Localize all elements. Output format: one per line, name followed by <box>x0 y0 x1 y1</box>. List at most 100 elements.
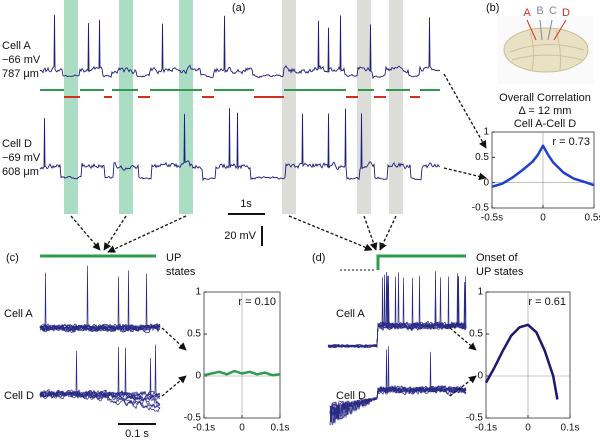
y-tick-label: 0.5 <box>469 329 483 340</box>
panel-label: (d) <box>312 252 325 264</box>
cell-depth: 787 μm <box>2 68 39 80</box>
electrode-label: B <box>536 5 543 17</box>
cell-label: Cell D <box>2 138 32 150</box>
x-tick-label: 0.1s <box>271 423 290 434</box>
arrows <box>70 73 487 397</box>
electrode-label: C <box>549 5 557 17</box>
brain <box>503 27 589 73</box>
y-tick-label: 0.5 <box>187 329 201 340</box>
marker-label: Onset of <box>476 252 519 264</box>
arrow <box>161 327 187 351</box>
voltage-trace <box>39 389 161 410</box>
onset-band <box>389 0 403 214</box>
arrow <box>379 215 397 251</box>
panel-label: (a) <box>232 2 245 14</box>
voltage-trace <box>39 108 441 182</box>
onset-band <box>282 0 296 214</box>
y-tick-label: 1 <box>195 287 201 298</box>
x-tick-label: 0 <box>239 423 245 434</box>
voltage-trace <box>39 344 161 401</box>
voltage-trace <box>39 265 161 333</box>
x-tick-label: 0 <box>540 213 546 224</box>
arrow <box>107 215 187 253</box>
panel-label: (c) <box>6 252 19 264</box>
voltage-trace <box>39 389 161 413</box>
electrode <box>553 19 567 41</box>
marker-label: UP <box>166 252 181 264</box>
correlation-line <box>203 369 281 377</box>
y-tick-label: -0.5 <box>466 413 484 424</box>
marker-label: states <box>166 266 196 278</box>
up-band <box>64 0 78 214</box>
voltage-trace <box>329 349 467 414</box>
arrow <box>70 215 101 251</box>
y-tick-label: 1 <box>477 287 483 298</box>
onset-band <box>357 0 371 214</box>
chart-subtitle: Δ = 12 mm <box>519 105 572 117</box>
correlation-annotation: r = 0.73 <box>552 136 590 148</box>
cell-potential: −69 mV <box>2 152 41 164</box>
panel-label: (b) <box>486 2 499 14</box>
y-tick-label: 0.5 <box>475 152 489 163</box>
arrow <box>363 215 378 251</box>
y-tick-label: -0.5 <box>472 203 490 214</box>
voltage-trace <box>39 323 161 333</box>
cell-label: Cell D <box>336 390 366 402</box>
arrow <box>443 167 487 181</box>
voltage-trace <box>329 385 467 423</box>
x-tick-label: -0.1s <box>475 423 497 434</box>
electrode-label: A <box>523 7 531 19</box>
arrow <box>449 327 477 351</box>
arrow <box>449 375 477 397</box>
time-scale-label: 1s <box>240 198 252 210</box>
arrow <box>103 215 127 251</box>
up-band <box>179 0 193 214</box>
voltage-trace <box>40 14 441 80</box>
chart-title: Overall Correlation <box>499 92 591 104</box>
up-band <box>119 0 133 214</box>
voltage-scale-label: 20 mV <box>224 230 256 242</box>
electrode <box>547 19 553 41</box>
y-tick-label: 0 <box>195 371 201 382</box>
highlight-bands <box>64 0 403 214</box>
arrow <box>161 375 187 397</box>
correlation-line <box>484 323 559 400</box>
y-tick-label: -0.5 <box>184 413 202 424</box>
y-tick-label: 1 <box>483 127 489 138</box>
correlation-annotation: r = 0.61 <box>528 296 566 308</box>
brain-folds <box>509 29 585 71</box>
x-tick-label: -0.5s <box>481 213 503 224</box>
correlation-annotation: r = 0.10 <box>238 296 276 308</box>
arrow <box>288 215 373 251</box>
time-scale-label: 0.1 s <box>125 428 149 440</box>
marker-label: UP states <box>476 266 524 278</box>
voltage-trace <box>39 270 161 334</box>
voltage-trace <box>39 389 161 400</box>
electrode <box>539 19 543 41</box>
traces <box>39 14 467 426</box>
correlation-line <box>491 144 595 188</box>
electrode <box>526 19 537 41</box>
voltage-trace <box>39 272 161 333</box>
voltage-trace <box>327 276 467 348</box>
voltage-trace <box>329 346 466 414</box>
cell-label: Cell A <box>2 40 31 52</box>
x-tick-label: 0.1s <box>561 423 580 434</box>
brain-photo: A B C D <box>498 5 594 84</box>
y-tick-label: 0 <box>477 371 483 382</box>
voltage-trace <box>39 323 161 333</box>
x-tick-label: 0 <box>525 423 531 434</box>
x-tick-label: -0.1s <box>193 423 215 434</box>
cell-label: Cell A <box>336 308 365 320</box>
cell-potential: −66 mV <box>2 54 41 66</box>
y-tick-label: 0 <box>483 177 489 188</box>
x-tick-label: 0.5s <box>585 213 600 224</box>
electrode-label: D <box>562 7 570 19</box>
chart-subtitle: Cell A-Cell D <box>514 118 576 130</box>
cell-label: Cell D <box>4 390 34 402</box>
cell-label: Cell A <box>4 308 33 320</box>
onset-marker <box>376 254 466 270</box>
cell-depth: 608 μm <box>2 166 39 178</box>
arrow <box>443 73 487 149</box>
